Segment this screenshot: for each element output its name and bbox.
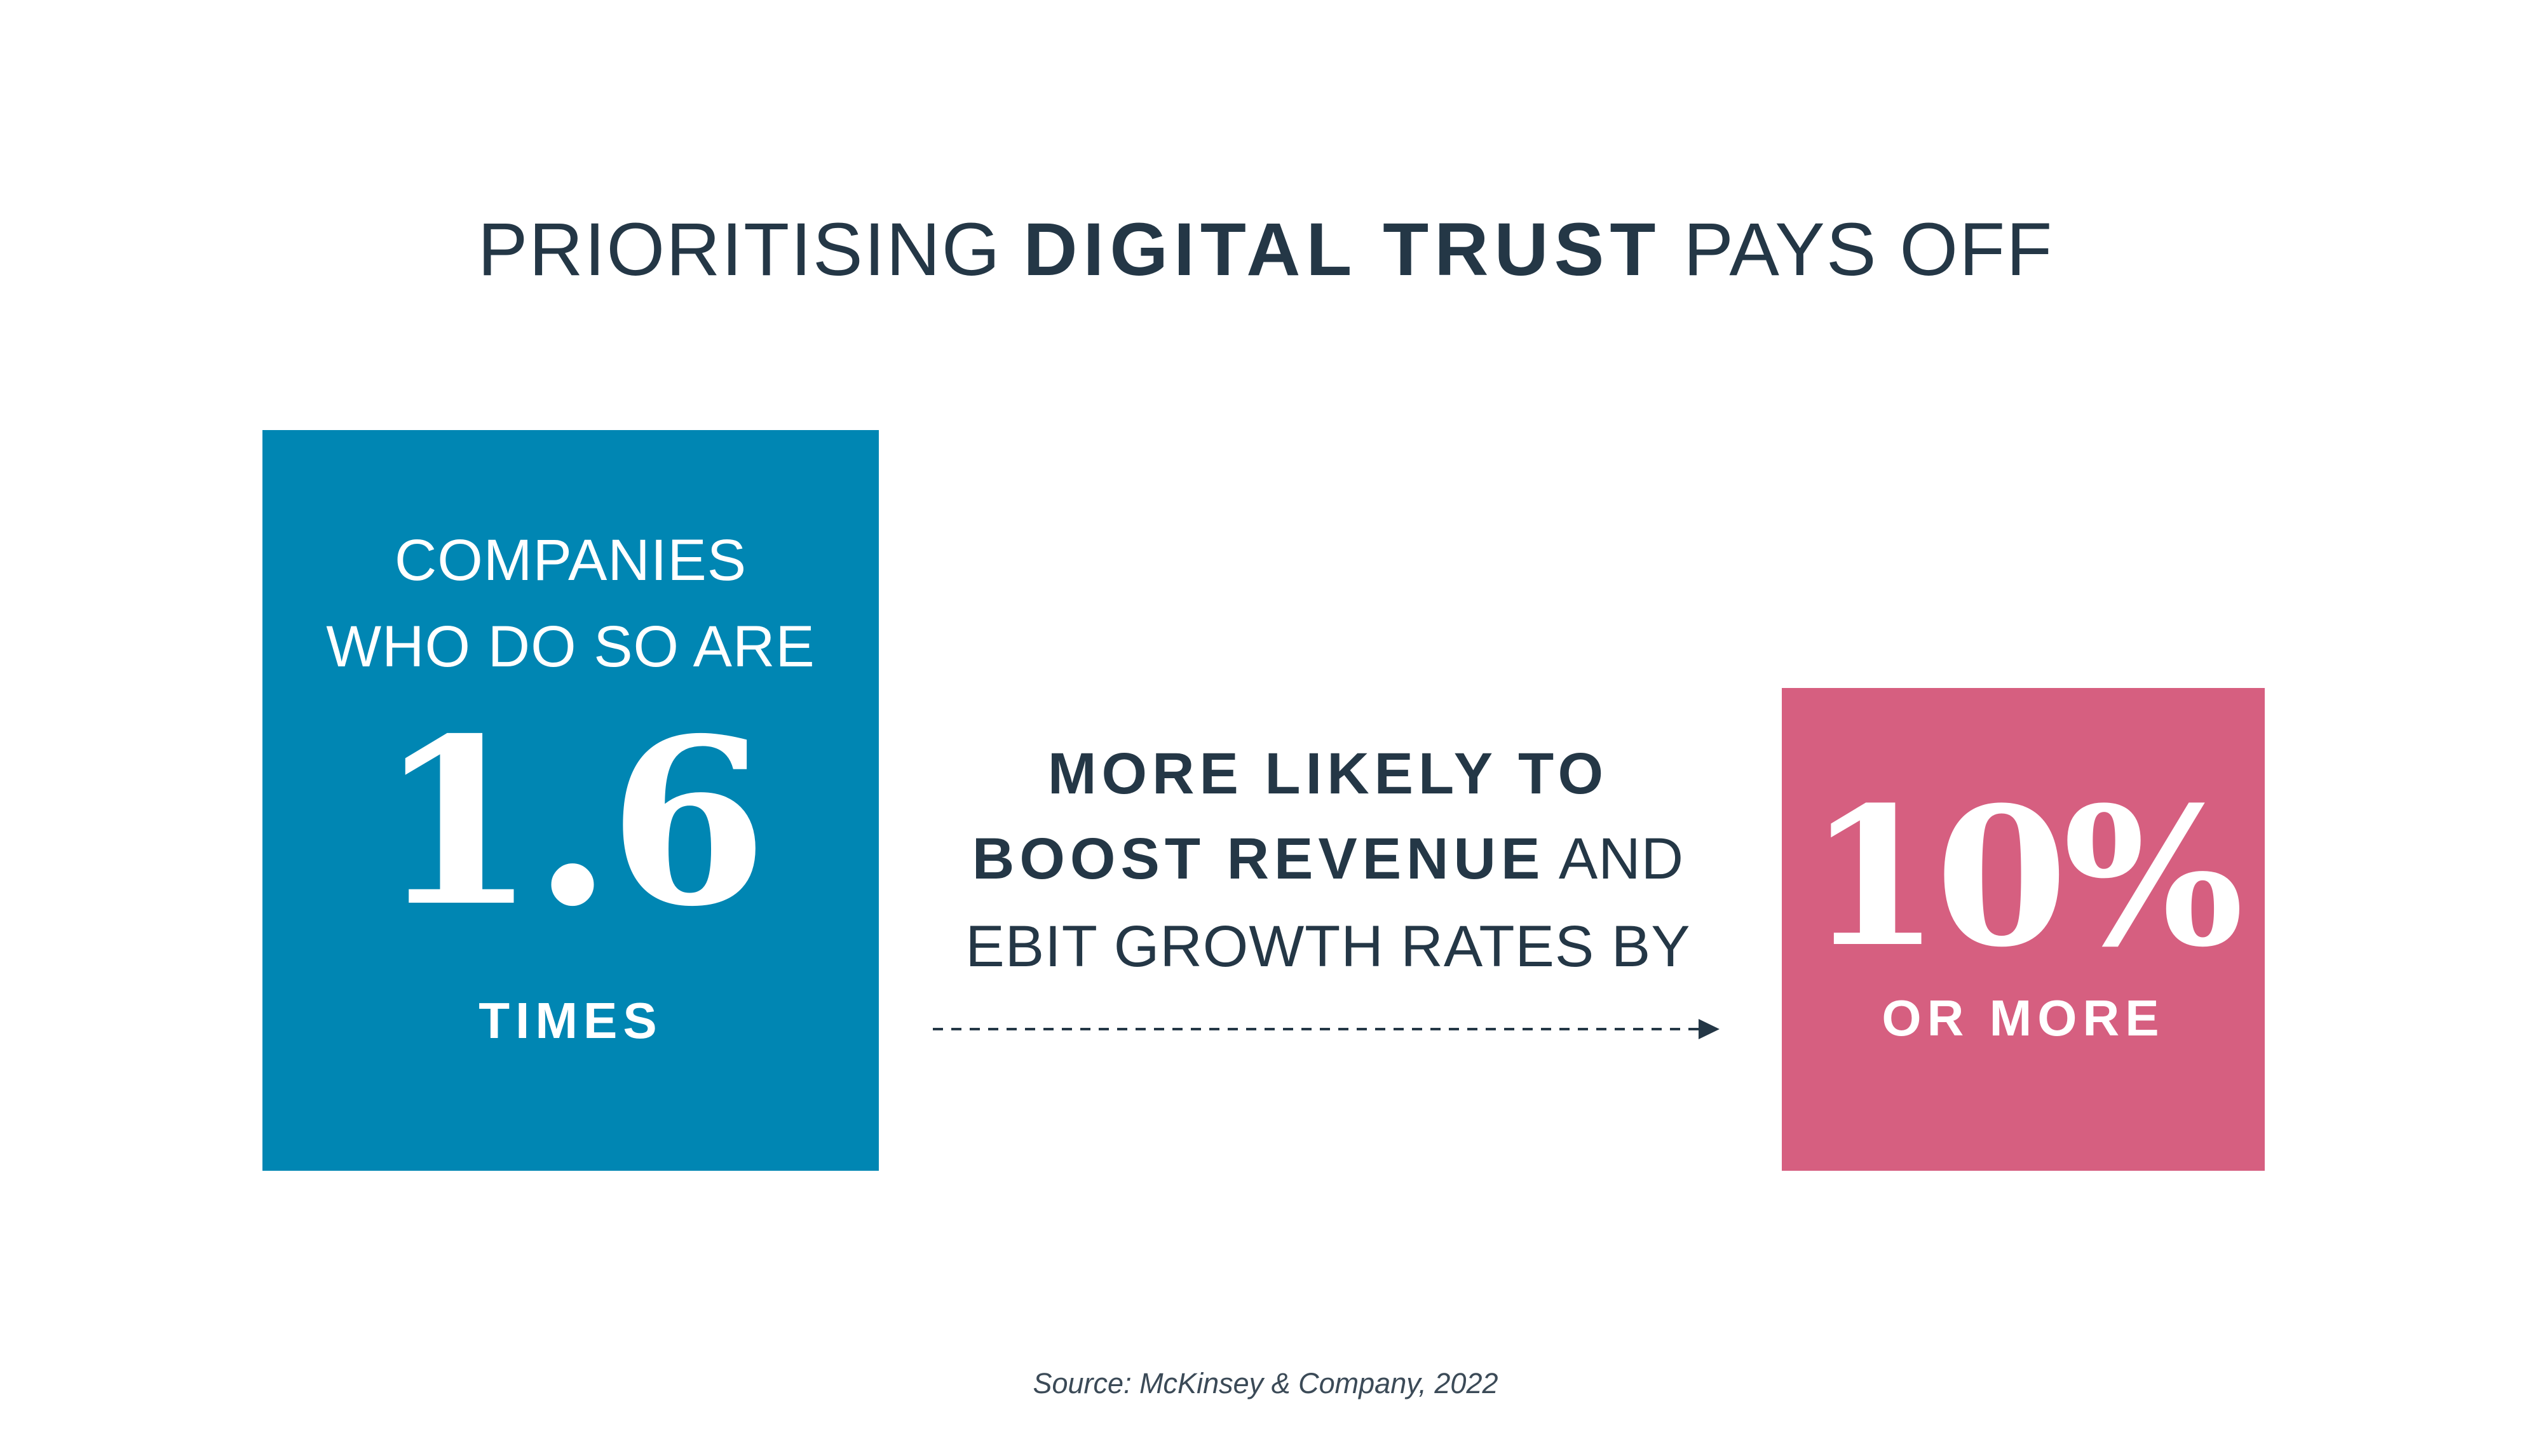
middle-line-3: EBIT GROWTH RATES BY [965, 914, 1691, 979]
middle-line-2-emphasis: BOOST REVENUE [972, 826, 1545, 891]
title-emphasis: DIGITAL TRUST [1023, 208, 1662, 292]
stat-card-line-1: COMPANIES [394, 528, 747, 593]
source-citation: Source: McKinsey & Company, 2022 [1033, 1367, 1498, 1399]
stat-card-times: COMPANIES WHO DO SO ARE 1.6 TIMES [262, 430, 879, 1171]
dashed-arrow-right-icon [933, 1019, 1720, 1039]
middle-line-1: MORE LIKELY TO [1047, 741, 1609, 806]
stat-card-line-2: WHO DO SO ARE [326, 614, 815, 679]
middle-line-2: BOOST REVENUE AND [921, 821, 1735, 897]
title-prefix: PRIORITISING [477, 208, 1024, 292]
stat-value-percent: 10% [1807, 765, 2244, 989]
stat-card-percent: 10% OR MORE [1782, 688, 2265, 1171]
stat-value-times: 1.6 [377, 688, 768, 957]
page-title: PRIORITISING DIGITAL TRUST PAYS OFF [0, 202, 2531, 297]
stat-unit-times: TIMES [478, 992, 663, 1049]
middle-line-2-rest: AND [1545, 826, 1685, 891]
stat-unit-percent: OR MORE [1882, 990, 2165, 1046]
title-suffix: PAYS OFF [1661, 208, 2054, 292]
